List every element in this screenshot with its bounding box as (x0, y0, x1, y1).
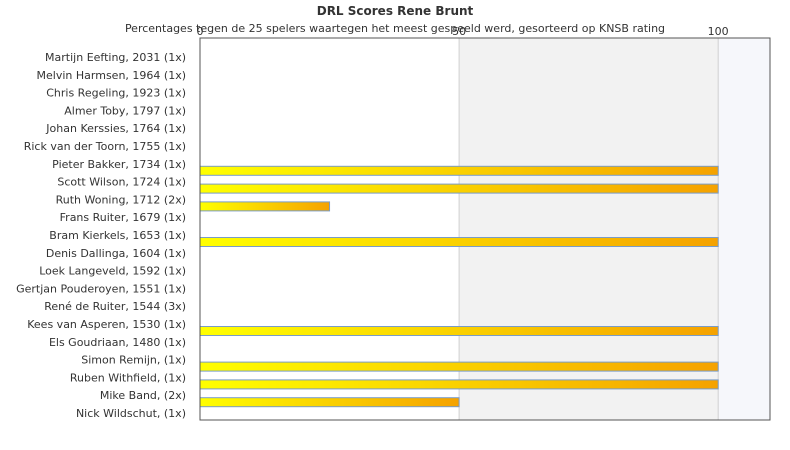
y-tick-label: Loek Langeveld, 1592 (1x) (39, 265, 186, 278)
y-tick-label: René de Ruiter, 1544 (3x) (44, 300, 186, 313)
y-tick-label: Ruben Withfield, (1x) (70, 371, 186, 384)
chart-title: DRL Scores Rene Brunt (316, 4, 474, 18)
y-tick-label: Simon Remijn, (1x) (81, 354, 186, 367)
bar (199, 326, 719, 336)
bar-series (199, 165, 719, 408)
y-tick-label: Kees van Asperen, 1530 (1x) (27, 318, 186, 331)
plot-band-light (718, 38, 770, 420)
y-tick-label: Ruth Woning, 1712 (2x) (56, 193, 186, 206)
y-tick-label: Rick van der Toorn, 1755 (1x) (24, 140, 186, 153)
y-tick-label: Els Goudriaan, 1480 (1x) (49, 336, 186, 349)
bar (199, 165, 719, 176)
chart-subtitle: Percentages tegen de 25 spelers waartege… (124, 22, 666, 35)
y-tick-label: Pieter Bakker, 1734 (1x) (52, 158, 186, 171)
x-tick-label: 100 (708, 25, 729, 38)
plot-band-shaded (459, 38, 719, 420)
y-tick-label: Bram Kierkels, 1653 (1x) (49, 229, 186, 242)
plot-background (459, 38, 770, 420)
y-tick-label: Scott Wilson, 1724 (1x) (57, 176, 186, 189)
x-tick-label: 0 (197, 25, 204, 38)
bar (199, 379, 719, 390)
plot-frame (199, 37, 771, 421)
y-axis: Martijn Eefting, 2031 (1x) Melvin Harmsen… (16, 51, 186, 420)
y-tick-label: Martijn Eefting, 2031 (1x) (45, 51, 186, 64)
x-tick-label: 50 (452, 25, 466, 38)
y-tick-label: Melvin Harmsen, 1964 (1x) (37, 69, 186, 82)
y-tick-label: Denis Dallinga, 1604 (1x) (46, 247, 186, 260)
y-tick-label: Frans Ruiter, 1679 (1x) (60, 211, 186, 224)
bar (199, 397, 460, 408)
y-tick-label: Johan Kerssies, 1764 (1x) (45, 122, 186, 135)
y-tick-label: Mike Band, (2x) (100, 389, 186, 402)
y-tick-label: Almer Toby, 1797 (1x) (64, 104, 186, 117)
y-tick-label: Gertjan Pouderoyen, 1551 (1x) (16, 282, 186, 295)
bar (199, 361, 719, 372)
y-tick-label: Chris Regeling, 1923 (1x) (46, 87, 186, 100)
y-tick-label: Nick Wildschut, (1x) (76, 407, 186, 420)
bar (199, 183, 719, 194)
bar (199, 201, 331, 212)
bar (199, 237, 719, 247)
